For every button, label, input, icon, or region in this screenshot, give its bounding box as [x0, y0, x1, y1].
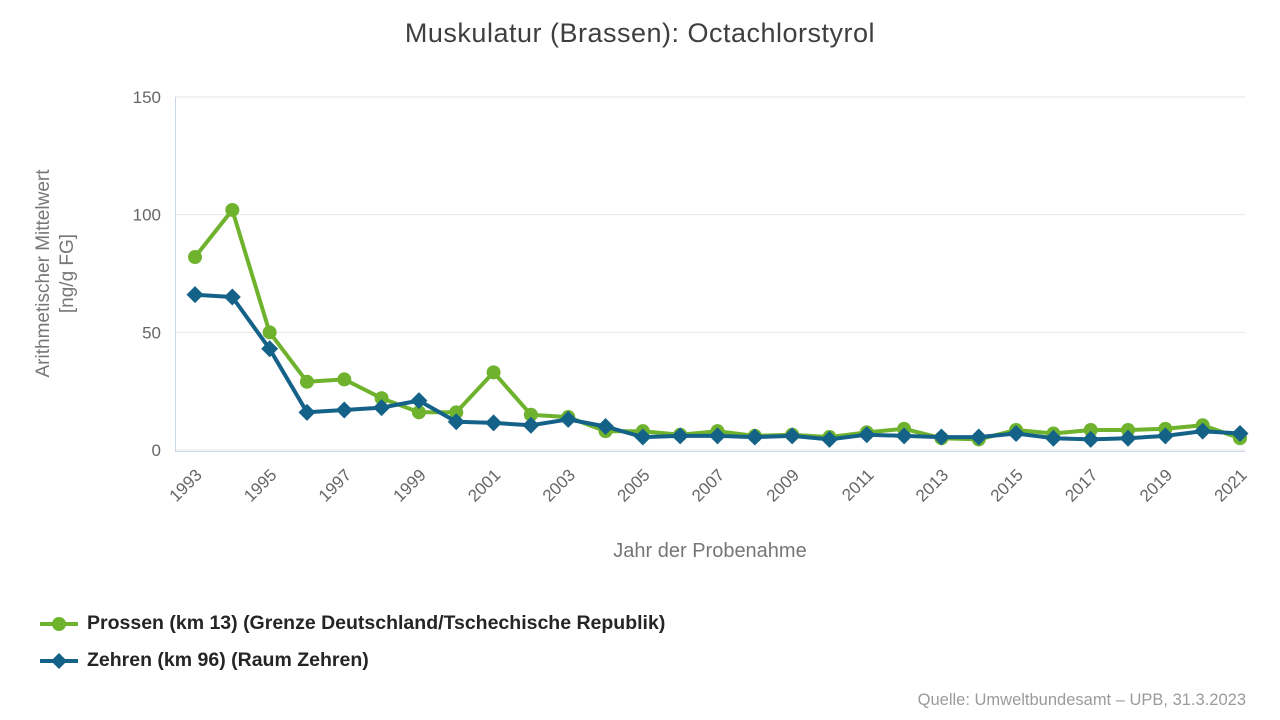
x-tick-label-2013: 2013 [912, 465, 952, 505]
y-tick-label-0: 0 [152, 441, 161, 460]
data-point-zehren-2013[interactable] [932, 428, 950, 446]
x-tick-label-2001: 2001 [464, 465, 504, 505]
data-point-zehren-2015[interactable] [1007, 425, 1025, 443]
x-tick-label-2021: 2021 [1211, 465, 1251, 505]
data-point-prossen-2002[interactable] [523, 407, 538, 422]
data-point-zehren-2002[interactable] [522, 416, 540, 434]
x-axis-title: Jahr der Probenahme [613, 540, 807, 562]
legend-label-zehren: Zehren (km 96) (Raum Zehren) [87, 649, 369, 671]
data-point-zehren-2014[interactable] [970, 428, 988, 446]
data-point-zehren-2011[interactable] [858, 426, 876, 444]
data-point-zehren-2017[interactable] [1082, 430, 1100, 448]
data-point-prossen-1999[interactable] [411, 405, 426, 420]
legend-item-zehren[interactable]: Zehren (km 96) (Raum Zehren) [40, 642, 665, 679]
data-point-zehren-2010[interactable] [820, 430, 838, 448]
data-point-prossen-1994[interactable] [225, 202, 240, 217]
chart-title: Muskulatur (Brassen): Octachlorstyrol [404, 18, 876, 48]
data-point-zehren-2004[interactable] [597, 417, 615, 435]
data-point-prossen-1993[interactable] [188, 250, 202, 265]
data-point-zehren-2020[interactable] [1194, 422, 1212, 440]
data-point-zehren-1999[interactable] [410, 392, 428, 410]
data-point-prossen-2000[interactable] [449, 405, 464, 420]
legend: Prossen (km 13) (Grenze Deutschland/Tsch… [40, 605, 665, 679]
x-tick-label-1999: 1999 [390, 465, 430, 505]
legend-marker-diamond-icon [40, 652, 78, 669]
y-tick-label-50: 50 [142, 323, 161, 342]
data-point-zehren-2009[interactable] [783, 427, 801, 445]
x-tick-label-2009: 2009 [763, 465, 803, 505]
data-point-zehren-2007[interactable] [709, 427, 726, 445]
x-tick-label-2003: 2003 [539, 465, 579, 505]
x-tick-label-2015: 2015 [987, 465, 1027, 505]
legend-marker-circle-icon [40, 616, 78, 631]
x-tick-label-2017: 2017 [1061, 465, 1101, 505]
x-tick-label-1993: 1993 [166, 465, 206, 505]
data-point-prossen-1997[interactable] [337, 372, 352, 387]
data-point-zehren-1995[interactable] [261, 340, 279, 358]
data-point-zehren-2000[interactable] [447, 413, 465, 431]
y-tick-label-150: 150 [133, 88, 161, 107]
y-axis-title-line-1: Arithmetischer Mittelwert [33, 169, 54, 378]
data-point-zehren-2012[interactable] [895, 427, 913, 445]
data-point-prossen-1998[interactable] [374, 391, 389, 406]
x-tick-label-1995: 1995 [240, 465, 280, 505]
x-tick-label-2005: 2005 [614, 465, 654, 505]
data-point-prossen-2017[interactable] [1083, 422, 1098, 437]
data-point-zehren-1996[interactable] [298, 403, 316, 421]
data-point-zehren-1993[interactable] [186, 286, 204, 304]
data-point-zehren-2006[interactable] [671, 427, 689, 445]
source-credit: Quelle: Umweltbundesamt – UPB, 31.3.2023 [917, 691, 1246, 709]
series-line-zehren [193, 292, 1242, 442]
data-point-zehren-2005[interactable] [634, 428, 652, 446]
data-point-zehren-2001[interactable] [485, 414, 503, 432]
data-point-zehren-1998[interactable] [373, 399, 391, 417]
y-tick-label-100: 100 [133, 206, 161, 225]
data-point-zehren-2021[interactable] [1231, 425, 1249, 443]
data-point-zehren-2018[interactable] [1119, 429, 1137, 447]
x-tick-label-1997: 1997 [315, 465, 355, 505]
data-point-zehren-2019[interactable] [1156, 427, 1174, 445]
legend-item-prossen[interactable]: Prossen (km 13) (Grenze Deutschland/Tsch… [40, 605, 665, 642]
data-point-prossen-1995[interactable] [262, 325, 277, 340]
data-point-prossen-1996[interactable] [299, 374, 314, 389]
data-point-zehren-1997[interactable] [335, 401, 353, 419]
series-line-prossen [193, 208, 1242, 442]
x-tick-label-2007: 2007 [688, 465, 728, 505]
x-tick-label-2019: 2019 [1136, 465, 1176, 505]
data-point-zehren-2003[interactable] [559, 410, 577, 428]
y-axis-title-line-2: [ng/g FG] [57, 234, 78, 313]
data-point-zehren-1994[interactable] [223, 288, 241, 306]
data-point-prossen-2001[interactable] [486, 365, 501, 380]
legend-label-prossen: Prossen (km 13) (Grenze Deutschland/Tsch… [87, 612, 666, 634]
data-point-zehren-2016[interactable] [1044, 429, 1062, 447]
data-point-zehren-2008[interactable] [746, 428, 764, 446]
x-tick-label-2011: 2011 [838, 465, 877, 504]
